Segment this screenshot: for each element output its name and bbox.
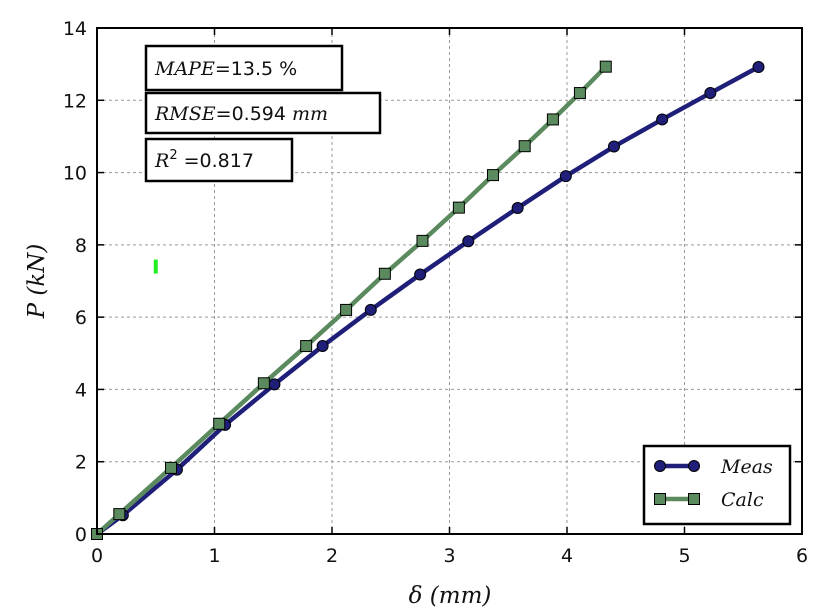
data-point-calc: [300, 340, 313, 353]
data-point-calc: [257, 377, 270, 390]
stat-box: R2 =0.817: [144, 137, 294, 183]
data-point-meas: [364, 303, 377, 316]
legend-label-meas: Meas: [720, 456, 773, 478]
x-tick-label: 6: [796, 545, 808, 567]
legend-label-calc: Calc: [721, 489, 764, 511]
x-tick-label: 0: [91, 545, 103, 567]
series-group: [91, 60, 765, 540]
data-point-meas: [704, 87, 717, 100]
y-tick-label: 6: [75, 307, 87, 329]
stat-unit: mm: [292, 103, 328, 125]
data-point-calc: [599, 60, 612, 73]
stat-name: MAPE: [154, 58, 215, 80]
data-point-meas: [608, 140, 620, 153]
data-point-calc: [340, 303, 353, 316]
stat-value: =0.594: [216, 103, 292, 125]
x-axis-title: δ (mm): [409, 583, 492, 609]
data-point-meas: [462, 235, 475, 248]
stat-name: R: [154, 150, 169, 172]
y-axis-title: P (kN): [24, 244, 50, 320]
data-point-calc: [113, 508, 126, 521]
data-point-calc: [213, 417, 226, 430]
x-tick-label: 4: [561, 545, 573, 567]
data-point-calc: [416, 234, 429, 247]
data-point-calc: [573, 87, 586, 100]
stat-superscript: 2: [169, 148, 177, 163]
legend-marker-meas: [654, 460, 666, 472]
y-tick-label: 14: [63, 18, 87, 40]
data-point-calc: [452, 201, 465, 214]
data-point-meas: [511, 201, 524, 214]
data-point-calc: [378, 267, 391, 280]
data-point-meas: [752, 61, 765, 74]
legend-marker-calc: [688, 493, 700, 505]
y-tick-label: 10: [63, 163, 87, 185]
y-tick-label: 4: [75, 379, 87, 401]
data-point-meas: [268, 378, 281, 391]
stat-name: RMSE: [154, 103, 216, 125]
y-tick-label: 8: [75, 235, 87, 257]
stat-value: =0.817: [178, 150, 254, 172]
data-point-meas: [414, 268, 427, 281]
stat-box: MAPE=13.5 %: [144, 44, 344, 92]
stat-annotations: MAPE=13.5 % RMSE=0.594 mm R2 =0.817: [144, 44, 382, 183]
data-point-meas: [656, 113, 669, 126]
y-tick-label: 0: [75, 524, 87, 546]
stat-box-frame: [144, 44, 344, 92]
green-marker: [153, 259, 158, 274]
x-tick-label: 3: [443, 545, 455, 567]
stat-box-frame: [144, 91, 382, 135]
legend-marker-meas: [688, 460, 700, 472]
legend: Meas Calc: [642, 444, 792, 526]
data-point-calc: [165, 461, 178, 474]
stat-value: =13.5 %: [215, 58, 297, 80]
x-tick-label: 2: [326, 545, 338, 567]
stat-label: RMSE=0.594 mm: [154, 103, 328, 125]
y-tick-label: 12: [63, 90, 87, 112]
data-point-meas: [559, 170, 572, 183]
stat-box: RMSE=0.594 mm: [144, 91, 382, 135]
stat-box-frame: [144, 137, 294, 183]
legend-frame: [642, 444, 792, 526]
data-point-calc: [518, 140, 531, 153]
data-point-calc: [546, 113, 559, 126]
stat-label: MAPE=13.5 %: [154, 58, 297, 80]
legend-marker-calc: [654, 493, 666, 505]
y-tick-label: 2: [75, 452, 87, 474]
x-tick-label: 5: [678, 545, 690, 567]
data-point-meas: [316, 340, 329, 353]
stat-label: R2 =0.817: [154, 148, 254, 172]
x-tick-label: 1: [208, 545, 220, 567]
data-point-calc: [486, 169, 499, 182]
